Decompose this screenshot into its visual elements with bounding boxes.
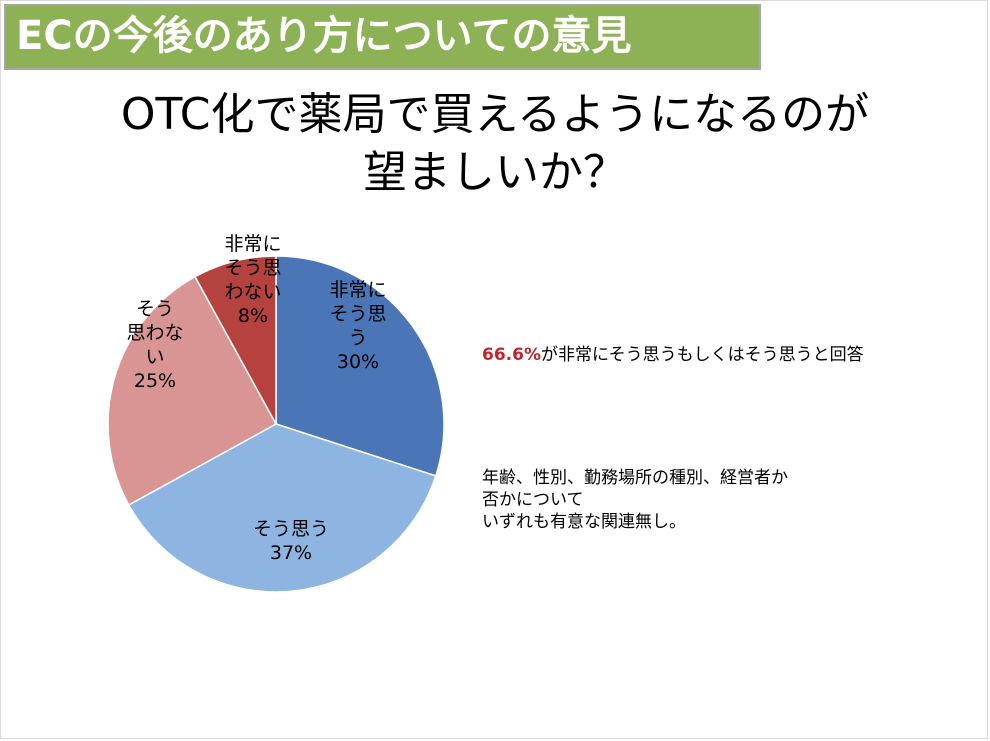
pie-slice-2 (127, 423, 437, 593)
detail-line-2: 否かについて (482, 490, 584, 510)
pie-category-label-4: 非常に (224, 233, 281, 255)
summary-percentage: 66.6% (482, 345, 541, 365)
detail-note: 年齢、性別、勤務場所の種別、経営者か 否かについて いずれも有意な関連無し。 (482, 467, 902, 533)
summary-text: が非常にそう思うもしくはそう思うと回答 (540, 345, 864, 365)
pie-category-label-4: そう思 (224, 257, 281, 279)
detail-line-1: 年齢、性別、勤務場所の種別、経営者か (482, 468, 788, 488)
detail-line-3: いずれも有意な関連無し。 (482, 512, 686, 532)
pie-value-label-3: 25% (134, 370, 176, 392)
pie-category-label-1: 非常に (329, 279, 386, 301)
header-title: ECの今後のあり方についての意見 (16, 13, 632, 59)
pie-value-label-2: 37% (270, 542, 312, 564)
pie-category-label-3: 思わな (126, 322, 183, 344)
page-title-line-2: 望ましいか？ (363, 147, 627, 198)
pie-category-label-4: わない (224, 281, 281, 303)
page-title: OTC化で薬局で買えるようになるのが 望ましいか？ (40, 86, 950, 202)
page-title-line-1: OTC化で薬局で買えるようになるのが (120, 89, 870, 140)
pie-slice-4 (194, 255, 277, 425)
pie-label-4: 非常にそう思わない 8% (224, 233, 281, 327)
pie-label-2: そう思う 37% (253, 518, 329, 564)
pie-category-label-1: う (348, 327, 367, 349)
pie-category-label-3: そう (136, 298, 174, 320)
pie-category-label-2: そう思う (253, 518, 329, 540)
pie-value-label-1: 30% (337, 351, 379, 373)
pie-category-label-1: そう思 (329, 303, 386, 325)
pie-slice-1 (275, 255, 445, 477)
pie-category-label-3: い (145, 346, 164, 368)
summary-note: 66.6%が非常にそう思うもしくはそう思うと回答 (482, 344, 962, 366)
pie-value-label-4: 8% (238, 305, 268, 327)
pie-label-1: 非常にそう思う 30% (329, 279, 386, 373)
pie-label-3: そう思わない 25% (126, 298, 183, 392)
header-banner: ECの今後のあり方についての意見 (4, 4, 761, 70)
pie-slice-3 (107, 275, 278, 506)
